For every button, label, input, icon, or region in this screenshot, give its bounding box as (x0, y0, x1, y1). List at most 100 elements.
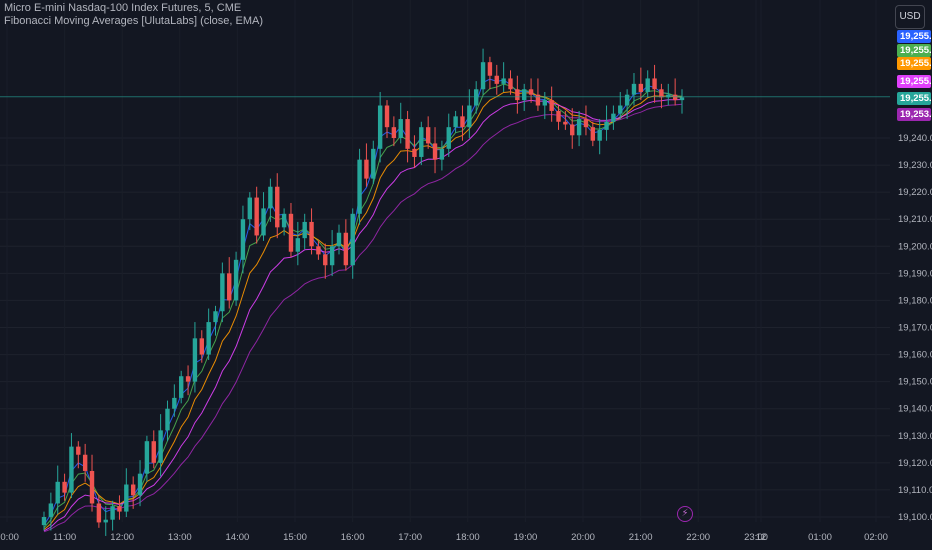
candle-body (357, 159, 362, 214)
candle-body (460, 116, 465, 128)
candle-body (384, 105, 390, 128)
x-tick-label: 14:00 (226, 532, 250, 543)
x-tick-label: 23:00 (744, 532, 768, 543)
x-tick-label: 22:00 (686, 532, 710, 543)
candle-body (117, 506, 122, 512)
candle-body (275, 186, 280, 228)
ema-lines (43, 78, 683, 533)
price-tag: 19,255.86 (897, 44, 932, 57)
candle-body (309, 221, 314, 247)
candle-body (48, 503, 54, 517)
candle-body (281, 213, 287, 228)
candle-body (597, 129, 602, 141)
x-tick-label: 13:00 (168, 532, 192, 543)
candle-body (151, 441, 156, 463)
x-tick-label: 17:00 (398, 532, 422, 543)
candle-body (336, 232, 342, 247)
y-tick-label: 19,140.00 (898, 404, 932, 415)
ema-line (43, 99, 683, 532)
candle-body (631, 83, 637, 95)
y-axis-labels: 19,100.00 19,110.00 19,120.00 19,130.00 19,1… (898, 133, 932, 523)
candle-body (473, 89, 479, 106)
y-tick-label: 19,130.00 (898, 431, 932, 442)
ema-line (43, 91, 683, 530)
candle-body (179, 376, 184, 398)
candle-body (110, 506, 115, 520)
x-tick-label: 11:00 (53, 532, 76, 543)
candle-body (412, 148, 417, 157)
candle-body (508, 78, 513, 90)
candle-body (124, 484, 129, 512)
candle-body (618, 105, 623, 114)
candle-body (69, 446, 74, 493)
candle-body (439, 148, 445, 160)
candle-body (391, 127, 397, 138)
y-tick-label: 19,160.00 (898, 350, 932, 361)
x-axis-labels: 10:00 11:00 12:00 13:00 14:00 15:00 16:00 17:00… (0, 532, 888, 543)
candle-body (446, 127, 451, 149)
candle-body (672, 94, 678, 101)
indicator-title: Fibonacci Moving Averages [UlutaLabs] (c… (4, 15, 264, 27)
candle-body (528, 89, 534, 95)
candle-body (96, 503, 102, 523)
candle-body (268, 186, 273, 209)
candle-body (371, 148, 376, 179)
y-tick-label: 19,180.00 (898, 295, 932, 306)
candle-body (41, 517, 47, 526)
lightning-icon[interactable]: ⚡ (677, 506, 693, 522)
candle-body (343, 232, 349, 266)
y-tick-label: 19,210.00 (898, 214, 932, 225)
x-tick-label: 01:00 (808, 532, 832, 543)
candle-body (563, 121, 568, 125)
y-tick-label: 19,120.00 (898, 458, 932, 469)
x-tick-label: 15:00 (283, 532, 307, 543)
candle-body (570, 124, 575, 136)
candle-body (590, 127, 596, 141)
y-tick-label: 19,220.00 (898, 187, 932, 198)
price-tag: 19,253.41 (897, 108, 932, 121)
y-tick-label: 19,110.00 (898, 485, 932, 496)
x-tick-label: 20:00 (571, 532, 595, 543)
candle-body (549, 100, 554, 111)
y-tick-label: 19,190.00 (898, 268, 932, 279)
price-tag: 19,255.26 (897, 75, 932, 88)
candle-body (185, 376, 191, 382)
y-tick-label: 19,230.00 (898, 160, 932, 171)
candle-body (453, 116, 458, 128)
candle-body (576, 119, 582, 136)
candle-body (89, 470, 95, 504)
candle-body (82, 454, 88, 471)
price-tag: 19,255.25 (897, 92, 932, 105)
price-tag: 19,255.98 (897, 30, 932, 43)
x-tick-label: 21:00 (629, 532, 653, 543)
candle-body (432, 143, 438, 160)
candle-body (254, 197, 259, 236)
y-tick-label: 19,150.00 (898, 377, 932, 388)
candle-body (137, 473, 143, 496)
candle-body (659, 89, 664, 98)
ema-line (43, 103, 683, 533)
y-tick-label: 19,170.00 (898, 323, 932, 334)
candle-body (240, 219, 246, 260)
candle-body (206, 322, 211, 355)
candle-body (364, 159, 369, 179)
candle-body (666, 94, 671, 98)
candle-body (172, 397, 177, 409)
candle-body (350, 213, 355, 266)
candle-body (611, 113, 616, 122)
candle-body (199, 338, 204, 355)
candle-body (515, 89, 520, 101)
candle-body (247, 197, 253, 220)
candle-body (316, 246, 321, 255)
x-tick-label: 18:00 (456, 532, 480, 543)
candle-body (329, 246, 335, 266)
candle-body (76, 446, 81, 455)
candle-body (583, 119, 589, 128)
price-tag: 19,255.80 (897, 57, 932, 70)
candle-body (213, 311, 218, 323)
candle-body (522, 89, 527, 101)
candle-body (535, 94, 541, 106)
candle-body (295, 238, 301, 252)
currency-button[interactable]: USD (895, 5, 925, 29)
